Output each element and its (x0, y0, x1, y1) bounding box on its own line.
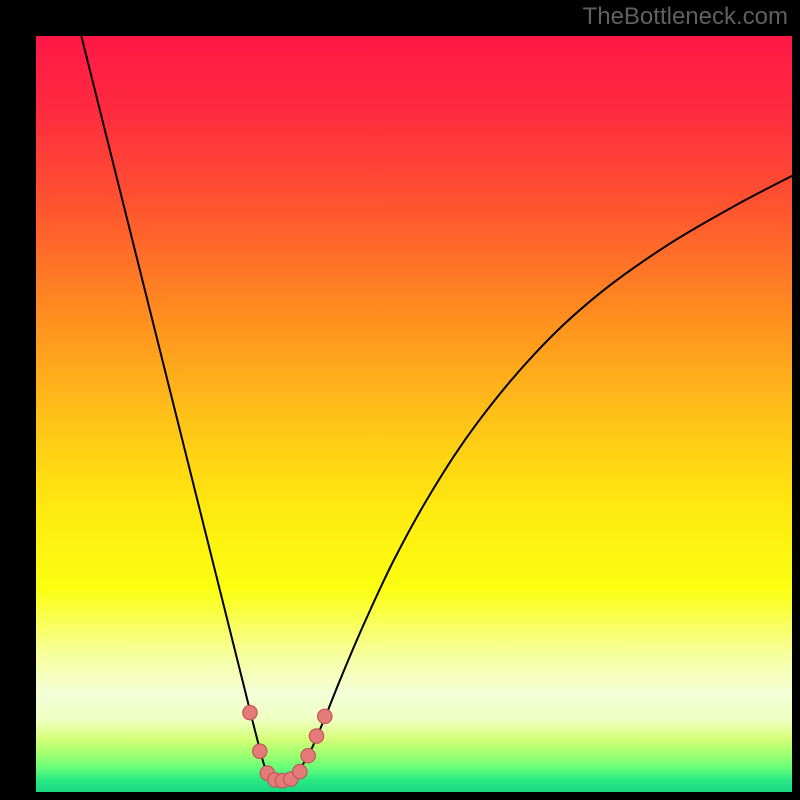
plot-area (36, 36, 792, 792)
valley-marker (309, 729, 323, 743)
valley-marker (293, 764, 307, 778)
bottleneck-curve-chart (36, 36, 792, 792)
valley-marker (253, 744, 267, 758)
watermark-text: TheBottleneck.com (583, 3, 788, 31)
valley-marker (243, 705, 257, 719)
gradient-background (36, 36, 792, 792)
valley-marker (318, 709, 332, 723)
valley-marker (301, 749, 315, 763)
chart-container: TheBottleneck.com (0, 0, 800, 800)
